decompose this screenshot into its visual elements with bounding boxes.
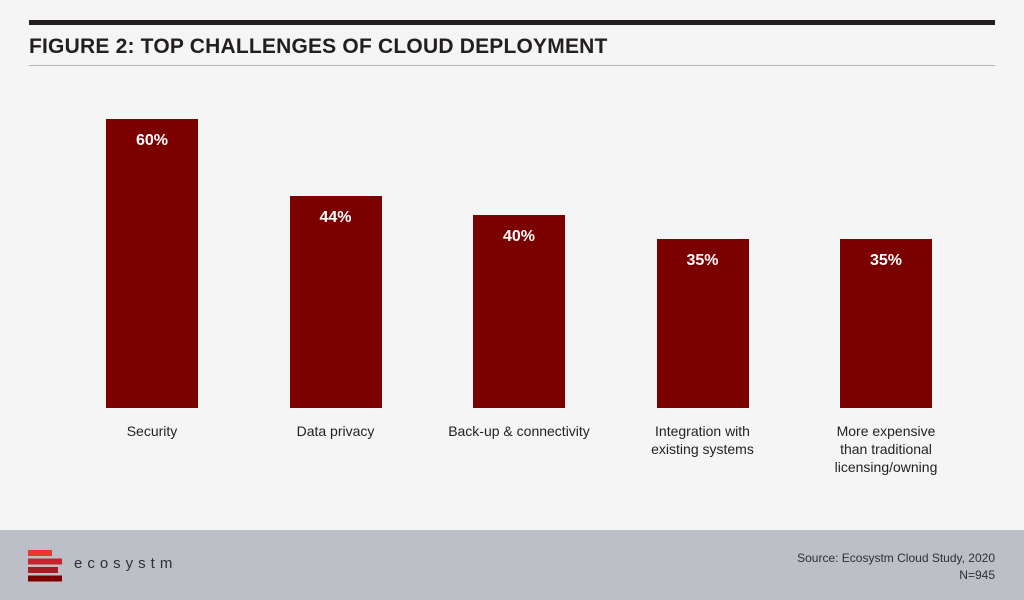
category-label-line: Security xyxy=(126,423,178,439)
category-label-line: More expensive xyxy=(836,423,936,439)
category-label-line: than traditional xyxy=(840,441,932,457)
bar xyxy=(473,215,565,408)
sample-size: N=945 xyxy=(959,568,995,582)
category-label-line: licensing/owning xyxy=(834,459,938,475)
footer: ecosystm Source: Ecosystm Cloud Study, 2… xyxy=(0,530,1024,600)
source-text: Source: Ecosystm Cloud Study, 2020 xyxy=(797,551,995,565)
category-label: Security xyxy=(62,422,242,440)
category-label-line: existing systems xyxy=(651,441,754,457)
category-label-line: Integration with xyxy=(655,423,750,439)
source-note: Source: Ecosystm Cloud Study, 2020 N=945 xyxy=(797,550,995,584)
category-label: Data privacy xyxy=(246,422,426,440)
category-label: Back-up & connectivity xyxy=(429,422,609,440)
category-label: Integration with existing systems xyxy=(613,422,793,458)
top-rule xyxy=(29,20,995,25)
bar xyxy=(106,119,198,408)
title-divider xyxy=(29,65,995,66)
bar xyxy=(656,239,749,408)
brand-name: ecosystm xyxy=(74,555,178,572)
category-label: More expensive than traditional licensing/… xyxy=(796,422,976,476)
bar-value-label: 35% xyxy=(686,252,719,270)
chart-title: FIGURE 2: TOP CHALLENGES OF CLOUD DEPLOY… xyxy=(29,35,608,58)
bar-value-label: 35% xyxy=(869,252,903,270)
category-label-line: Data privacy xyxy=(296,423,375,439)
ecosystm-logo-icon xyxy=(28,550,62,582)
bar xyxy=(289,196,382,408)
bar xyxy=(840,239,932,408)
bar-value-label: 60% xyxy=(135,132,169,149)
bar-value-label: 44% xyxy=(319,209,352,227)
bar-chart: 60% Security 44% Data privacy 40% Back-up & c… xyxy=(62,119,976,476)
bar-value-label: 40% xyxy=(502,228,536,246)
category-label-line: Back-up & connectivity xyxy=(448,423,590,439)
